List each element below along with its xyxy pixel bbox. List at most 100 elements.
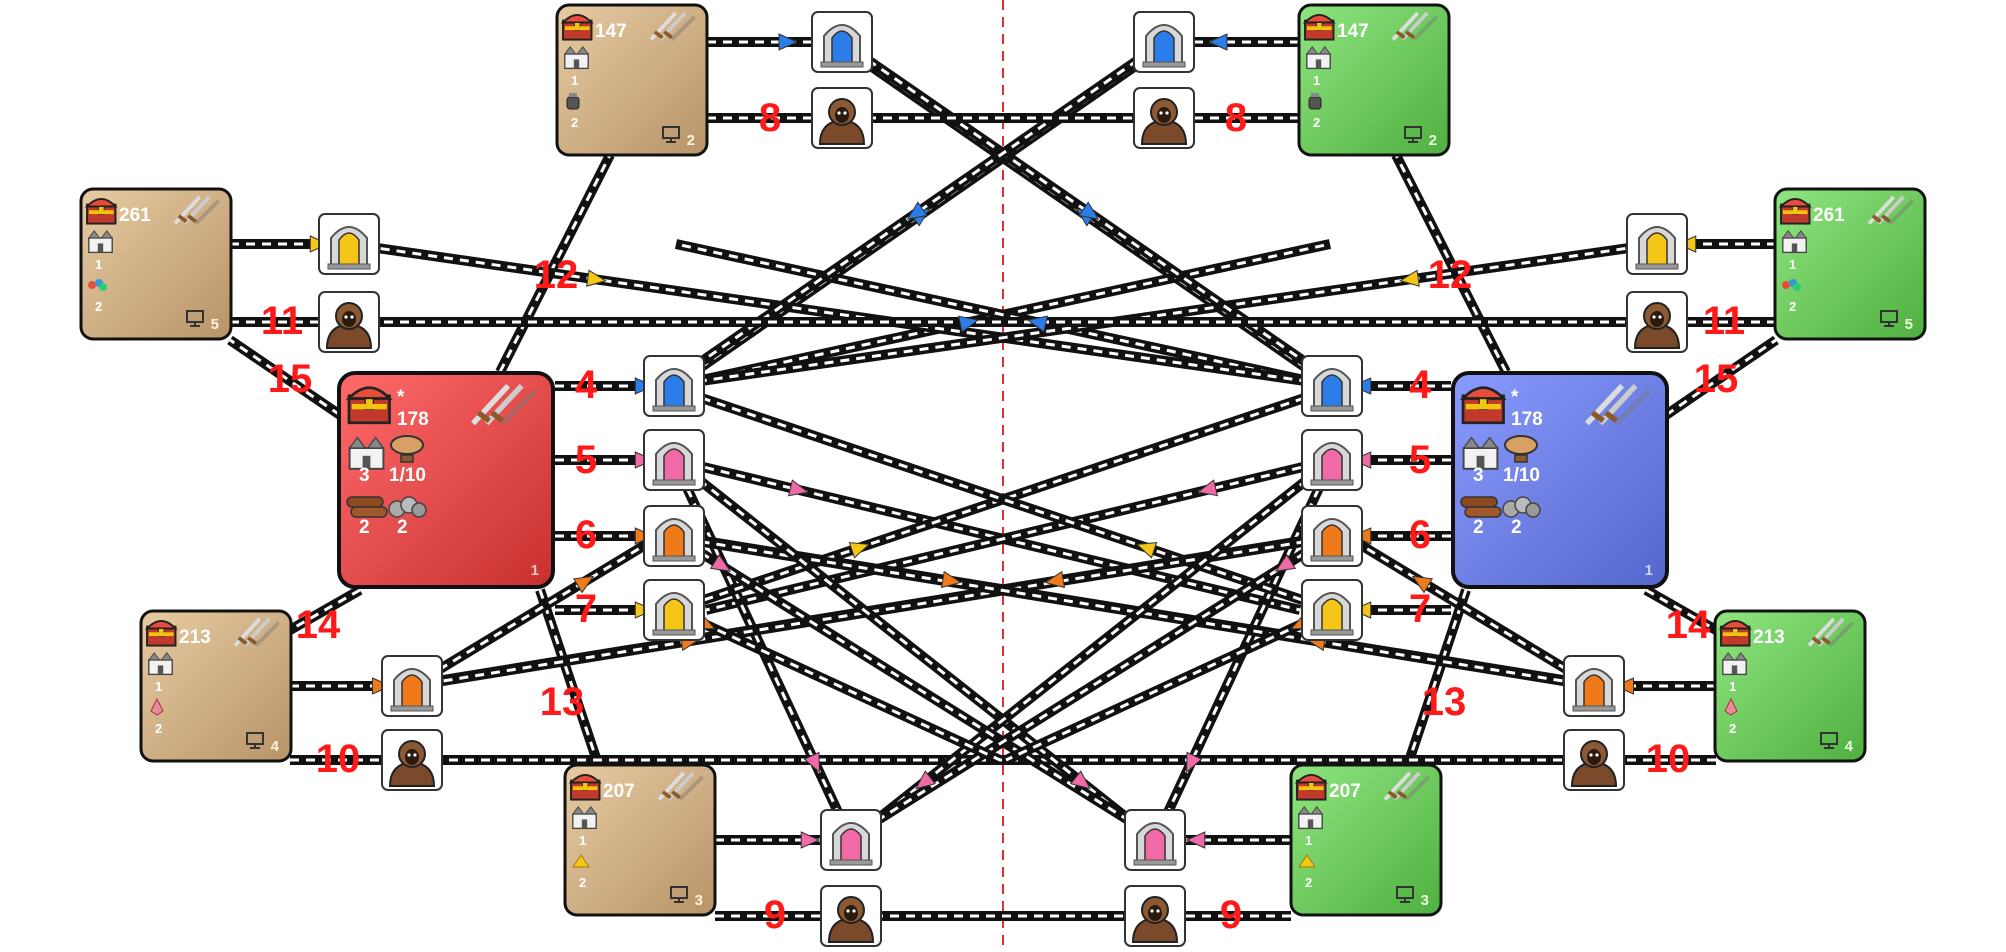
player-tile-blue[interactable]: *178 3 1/10 2 2 1 — [1451, 371, 1669, 589]
route-number-label: 7 — [575, 587, 597, 631]
route-number-label: 9 — [764, 893, 786, 937]
portal-gate-icon[interactable] — [643, 355, 705, 417]
route-number-label: 8 — [759, 96, 781, 140]
tile-value: 1 — [1645, 562, 1653, 579]
crossed-swords-icon — [233, 617, 281, 647]
portal-gate-icon[interactable] — [1124, 809, 1186, 871]
road-segment — [843, 531, 1335, 845]
portal-gate-icon[interactable] — [1133, 11, 1195, 73]
portal-gate-icon[interactable] — [643, 429, 705, 491]
portal-gate-icon[interactable] — [811, 11, 873, 73]
zone-tile-l4[interactable]: 213 1 2 4 — [139, 609, 293, 763]
tile-value: 207 — [603, 781, 635, 802]
direction-arrow — [1078, 201, 1100, 220]
guard-icon[interactable] — [1124, 885, 1186, 947]
treasure-chest-icon — [560, 13, 594, 41]
guard-icon[interactable] — [1563, 729, 1625, 791]
road-dash — [841, 40, 1341, 388]
direction-arrow — [586, 269, 607, 287]
direction-arrow — [958, 315, 980, 333]
zone-tile-r2[interactable]: 147 1 2 2 — [1297, 3, 1451, 157]
direction-arrow — [1185, 831, 1206, 849]
tile-value: 178 — [397, 409, 429, 430]
guard-icon[interactable] — [811, 87, 873, 149]
tile-value: 2 — [1305, 875, 1312, 890]
tile-value: 213 — [179, 627, 211, 648]
direction-arrow — [848, 541, 871, 559]
guard-icon[interactable] — [318, 291, 380, 353]
zone-tile-l5[interactable]: 261 1 2 5 — [79, 187, 233, 341]
portal-gate-icon[interactable] — [643, 579, 705, 641]
crossed-swords-icon — [1867, 195, 1915, 225]
guard-icon[interactable] — [820, 885, 882, 947]
route-number-label: 13 — [1422, 680, 1467, 724]
treasure-chest-icon — [1294, 773, 1328, 801]
portal-gate-icon[interactable] — [1301, 579, 1363, 641]
zone-tile-r4[interactable]: 213 1 2 4 — [1713, 609, 1867, 763]
route-number-label: 5 — [1409, 438, 1431, 482]
guard-icon[interactable] — [1133, 87, 1195, 149]
tile-value: 1 — [1729, 679, 1736, 694]
road-dash — [1005, 608, 1333, 762]
zone-tile-r3[interactable]: 207 1 2 3 — [1289, 763, 1443, 917]
direction-arrow — [709, 553, 732, 572]
tile-value: 2 — [571, 115, 578, 130]
computer-monitor-icon — [1880, 310, 1898, 327]
portal-gate-icon[interactable] — [1301, 355, 1363, 417]
direction-arrow — [800, 831, 821, 849]
tile-value: 2 — [1511, 517, 1522, 538]
computer-monitor-icon — [1396, 886, 1414, 903]
portal-gate-icon[interactable] — [318, 213, 380, 275]
road-dash — [1645, 588, 1717, 632]
portal-gate-icon[interactable] — [1626, 213, 1688, 275]
portal-gate-icon[interactable] — [1301, 429, 1363, 491]
crystal-icon — [150, 697, 164, 716]
zone-tile-l3[interactable]: 207 1 2 3 — [563, 763, 717, 917]
guard-icon[interactable] — [1626, 291, 1688, 353]
tile-value: 1 — [579, 833, 586, 848]
portal-gate-icon[interactable] — [1301, 505, 1363, 567]
tile-value: 2 — [359, 517, 370, 538]
castle-icon — [571, 806, 598, 830]
route-number-label: 7 — [1409, 587, 1431, 631]
road-dash — [1394, 154, 1508, 373]
road-dash — [411, 534, 661, 688]
gems-icon — [88, 279, 107, 291]
road-dash — [289, 588, 361, 632]
tile-value: 4 — [271, 738, 280, 755]
portal-gate-icon[interactable] — [1563, 655, 1625, 717]
castle-icon — [1462, 436, 1499, 470]
castle-icon — [1305, 46, 1332, 70]
castle-icon — [147, 652, 174, 676]
zone-tile-r5[interactable]: 261 1 2 5 — [1773, 187, 1927, 341]
route-number-label: 4 — [1409, 363, 1432, 407]
tile-value: 2 — [1729, 721, 1736, 736]
mercury-cauldron-icon — [566, 93, 580, 110]
portal-gate-icon[interactable] — [820, 809, 882, 871]
route-number-label: 15 — [268, 357, 313, 401]
direction-arrow — [787, 479, 810, 497]
player-tile-red[interactable]: *178 3 1/10 2 2 1 — [337, 371, 555, 589]
road-dash — [673, 458, 1156, 842]
crossed-swords-icon — [1807, 617, 1855, 647]
sulfur-icon — [572, 854, 590, 868]
route-number-label: 10 — [1646, 737, 1691, 781]
road-dash — [411, 534, 1341, 688]
direction-arrow — [1274, 553, 1297, 572]
computer-monitor-icon — [1820, 732, 1838, 749]
tile-value: 213 — [1753, 627, 1785, 648]
route-number-label: 14 — [296, 603, 341, 647]
direction-arrow — [1411, 575, 1434, 594]
guard-icon[interactable] — [381, 729, 443, 791]
road-dash — [673, 608, 1001, 762]
tile-value: 1 — [155, 679, 162, 694]
tile-value: 147 — [595, 21, 627, 42]
portal-gate-icon[interactable] — [643, 505, 705, 567]
castle-icon — [1781, 230, 1808, 254]
crossed-swords-icon — [173, 195, 221, 225]
zone-tile-l2[interactable]: 147 1 2 2 — [555, 3, 709, 157]
road-dash — [705, 458, 1333, 612]
portal-gate-icon[interactable] — [381, 655, 443, 717]
tile-value: 178 — [1511, 409, 1543, 430]
